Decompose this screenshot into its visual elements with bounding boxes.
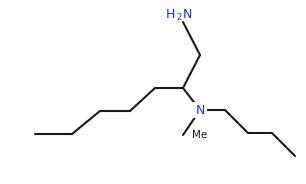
Text: Me: Me: [192, 130, 207, 140]
Text: 2: 2: [176, 13, 181, 22]
Text: N: N: [195, 103, 205, 116]
Text: N: N: [183, 8, 192, 20]
Text: H: H: [166, 8, 175, 20]
